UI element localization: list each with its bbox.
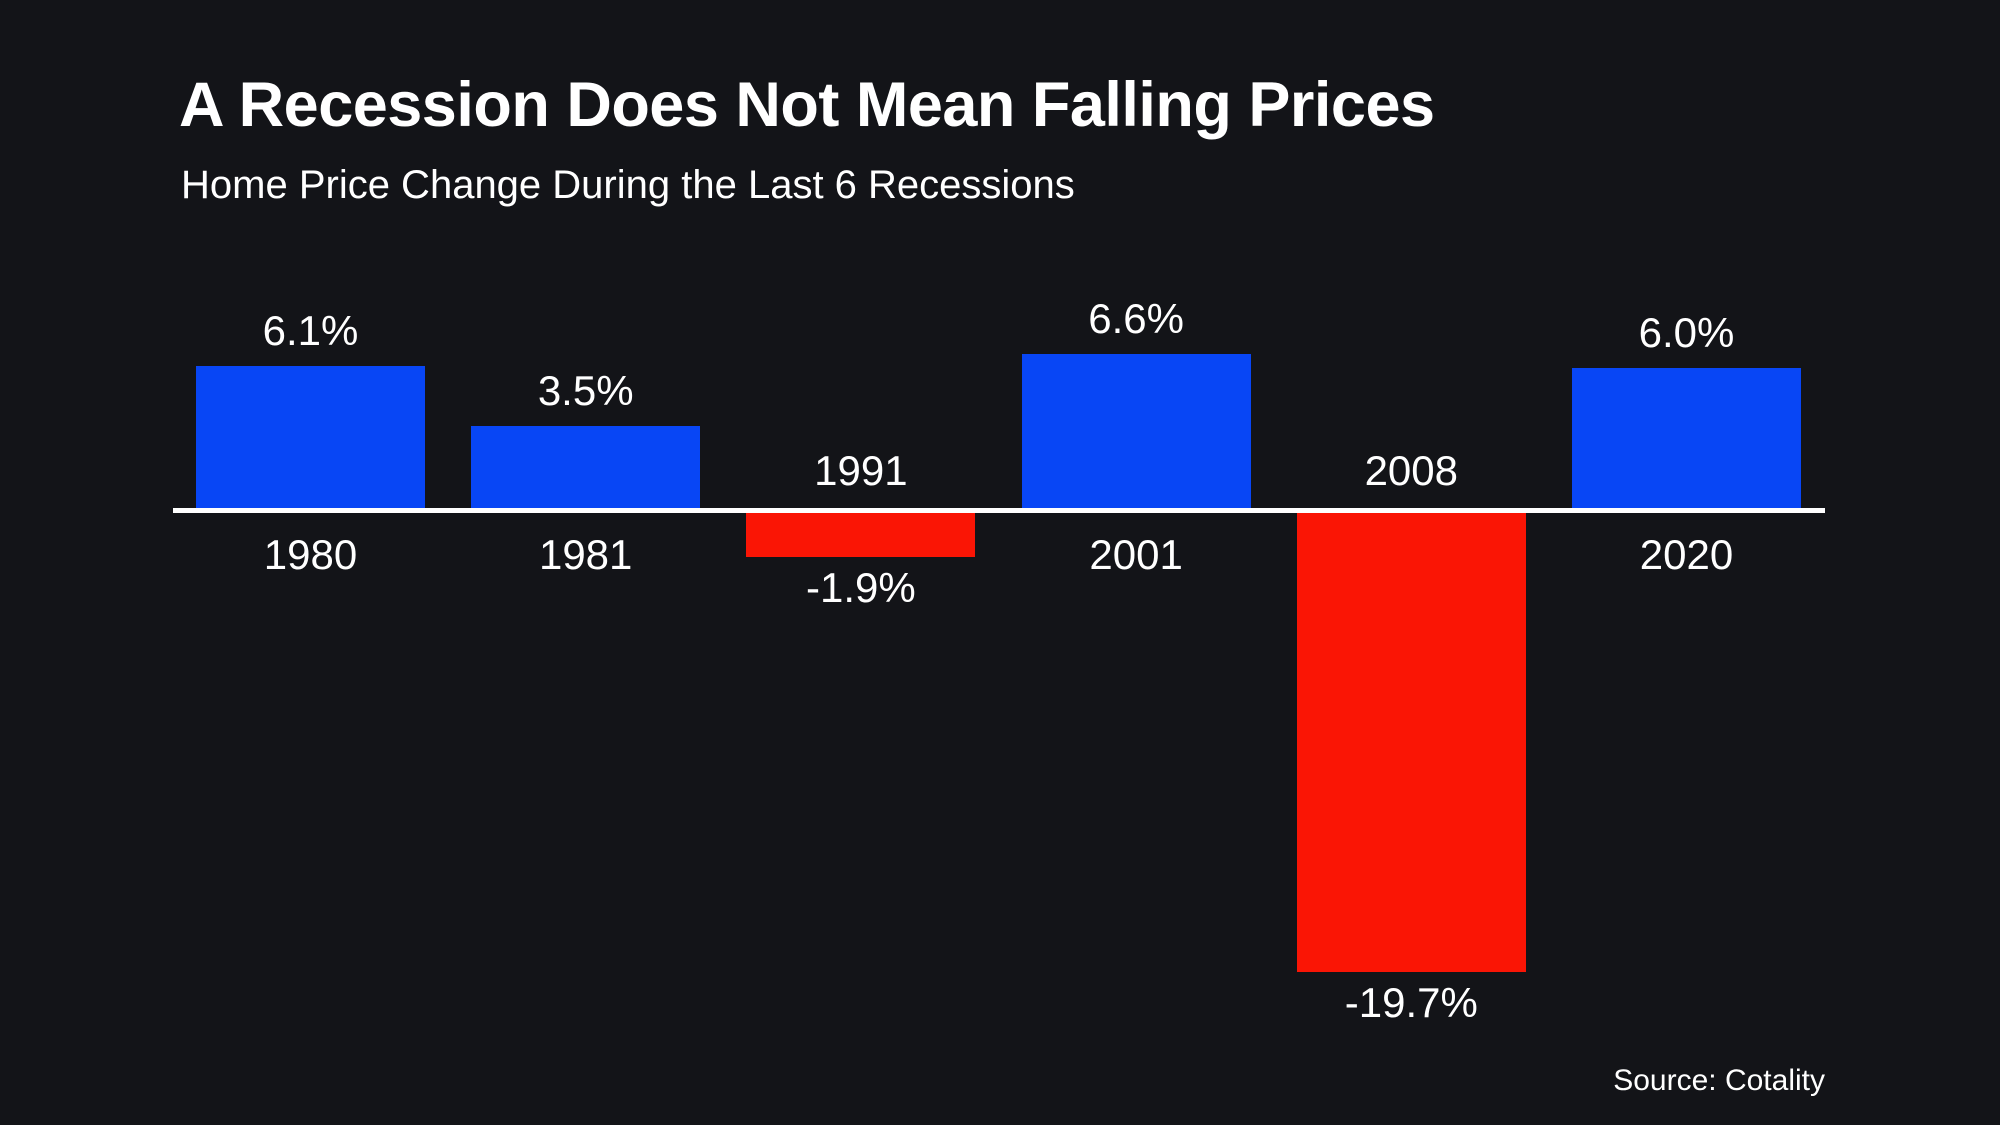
value-label: 6.6% [1088, 295, 1184, 342]
value-label: 6.1% [262, 307, 359, 354]
source-credit: Source: Cotality [1613, 1064, 1825, 1097]
year-label: 2001 [1089, 531, 1183, 578]
bar-1980 [196, 366, 425, 508]
zero-axis-line [173, 508, 1825, 513]
value-label: 3.5% [537, 367, 634, 414]
value-label: -19.7% [1344, 979, 1478, 1026]
bar-2001 [1021, 354, 1251, 508]
year-label: 2020 [1639, 531, 1734, 578]
chart-subtitle: Home Price Change During the Last 6 Rece… [181, 163, 1075, 207]
year-label: 2008 [1364, 447, 1459, 494]
bar-2020 [1572, 368, 1801, 508]
year-label: 1991 [814, 447, 908, 494]
value-label: 6.0% [1638, 309, 1735, 356]
bar-2008 [1296, 513, 1526, 972]
bar-1981 [471, 426, 701, 508]
value-label: -1.9% [806, 564, 916, 611]
year-label: 1981 [538, 531, 633, 578]
chart-title: A Recession Does Not Mean Falling Prices [179, 70, 1435, 140]
year-label: 1980 [263, 531, 358, 578]
bar-1991 [746, 513, 976, 557]
